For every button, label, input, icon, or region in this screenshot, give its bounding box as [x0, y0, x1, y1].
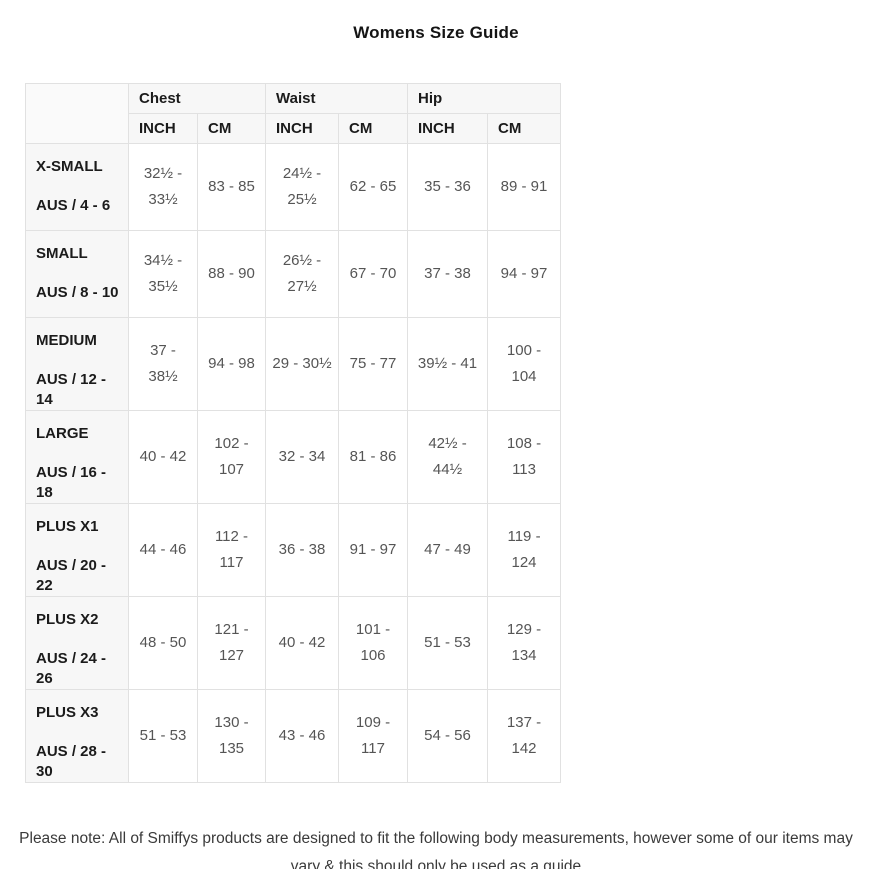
waist-inch-value: 36 - 38 — [265, 503, 339, 597]
size-label-cell: PLUS X3 AUS / 28 - 30 — [25, 689, 129, 783]
table-row: PLUS X1 AUS / 20 - 22 44 - 46 112 - 117 … — [25, 503, 562, 597]
chest-inch-value: 48 - 50 — [128, 596, 198, 690]
table-row: MEDIUM AUS / 12 - 14 37 - 38½ 94 - 98 29… — [25, 317, 562, 411]
waist-cm-value: 62 - 65 — [337, 143, 409, 231]
size-label-cell: LARGE AUS / 16 - 18 — [25, 410, 129, 504]
hip-inch-value: 39½ - 41 — [407, 317, 489, 411]
hip-inch-value: 54 - 56 — [407, 689, 489, 783]
chest-cm-value: 130 - 135 — [197, 689, 266, 783]
waist-inch-value: 26½ - 27½ — [265, 230, 339, 318]
size-label-cell: PLUS X2 AUS / 24 - 26 — [25, 596, 129, 690]
size-name: PLUS X2 — [36, 611, 99, 628]
column-group-hip: Hip — [407, 83, 562, 114]
chest-inch-value: 40 - 42 — [128, 410, 198, 504]
aus-size: AUS / 24 - 26 — [36, 650, 107, 687]
size-name: SMALL — [36, 245, 88, 262]
waist-cm-header: CM — [337, 113, 409, 144]
hip-cm-value: 119 - 124 — [487, 503, 562, 597]
hip-inch-value: 37 - 38 — [407, 230, 489, 318]
waist-inch-value: 24½ - 25½ — [265, 143, 339, 231]
hip-inch-value: 42½ - 44½ — [407, 410, 489, 504]
page-title: Womens Size Guide — [353, 23, 519, 42]
hip-cm-value: 100 - 104 — [487, 317, 562, 411]
aus-size: AUS / 16 - 18 — [36, 464, 107, 501]
table-row: PLUS X2 AUS / 24 - 26 48 - 50 121 - 127 … — [25, 596, 562, 690]
waist-inch-value: 29 - 30½ — [265, 317, 339, 411]
hip-cm-value: 89 - 91 — [487, 143, 562, 231]
size-label-cell: MEDIUM AUS / 12 - 14 — [25, 317, 129, 411]
table-row: X-SMALL AUS / 4 - 6 32½ - 33½ 83 - 85 24… — [25, 143, 562, 231]
table-row: SMALL AUS / 8 - 10 34½ - 35½ 88 - 90 26½… — [25, 230, 562, 318]
hip-inch-value: 51 - 53 — [407, 596, 489, 690]
aus-size: AUS / 8 - 10 — [36, 284, 119, 301]
waist-cm-value: 81 - 86 — [337, 410, 409, 504]
size-name: PLUS X3 — [36, 704, 99, 721]
hip-cm-header: CM — [487, 113, 562, 144]
size-guide-table: Chest Waist Hip INCH CM INCH CM INCH CM … — [25, 83, 562, 783]
chest-inch-header: INCH — [128, 113, 198, 144]
waist-cm-value: 101 - 106 — [337, 596, 409, 690]
hip-cm-value: 129 - 134 — [487, 596, 562, 690]
aus-size: AUS / 12 - 14 — [36, 371, 107, 408]
chest-inch-value: 37 - 38½ — [128, 317, 198, 411]
waist-inch-value: 40 - 42 — [265, 596, 339, 690]
chest-inch-value: 32½ - 33½ — [128, 143, 198, 231]
waist-inch-header: INCH — [265, 113, 339, 144]
hip-inch-value: 47 - 49 — [407, 503, 489, 597]
size-name: X-SMALL — [36, 158, 103, 175]
chest-cm-value: 88 - 90 — [197, 230, 266, 318]
waist-inch-value: 32 - 34 — [265, 410, 339, 504]
size-name: MEDIUM — [36, 332, 97, 349]
chest-cm-value: 94 - 98 — [197, 317, 266, 411]
size-name: PLUS X1 — [36, 518, 99, 535]
aus-size: AUS / 20 - 22 — [36, 557, 107, 594]
table-row: PLUS X3 AUS / 28 - 30 51 - 53 130 - 135 … — [25, 689, 562, 783]
column-group-chest: Chest — [128, 83, 266, 114]
chest-cm-value: 112 - 117 — [197, 503, 266, 597]
waist-inch-value: 43 - 46 — [265, 689, 339, 783]
hip-cm-value: 108 - 113 — [487, 410, 562, 504]
aus-size: AUS / 4 - 6 — [36, 197, 111, 214]
waist-cm-value: 75 - 77 — [337, 317, 409, 411]
aus-size: AUS / 28 - 30 — [36, 743, 107, 780]
size-guide-note: Please note: All of Smiffys products are… — [19, 830, 853, 869]
corner-cell — [25, 83, 129, 144]
column-group-waist: Waist — [264, 83, 409, 114]
hip-cm-value: 94 - 97 — [487, 230, 562, 318]
size-name: LARGE — [36, 425, 89, 442]
chest-cm-value: 83 - 85 — [197, 143, 266, 231]
waist-cm-value: 109 - 117 — [337, 689, 409, 783]
hip-inch-value: 35 - 36 — [407, 143, 489, 231]
hip-cm-value: 137 - 142 — [487, 689, 562, 783]
size-label-cell: PLUS X1 AUS / 20 - 22 — [25, 503, 129, 597]
chest-inch-value: 51 - 53 — [128, 689, 198, 783]
chest-inch-value: 34½ - 35½ — [128, 230, 198, 318]
chest-inch-value: 44 - 46 — [128, 503, 198, 597]
chest-cm-value: 102 - 107 — [197, 410, 266, 504]
size-label-cell: SMALL AUS / 8 - 10 — [25, 230, 129, 318]
header-group-row: Chest Waist Hip — [25, 83, 562, 144]
waist-cm-value: 67 - 70 — [337, 230, 409, 318]
waist-cm-value: 91 - 97 — [337, 503, 409, 597]
table-row: LARGE AUS / 16 - 18 40 - 42 102 - 107 32… — [25, 410, 562, 504]
chest-cm-value: 121 - 127 — [197, 596, 266, 690]
size-label-cell: X-SMALL AUS / 4 - 6 — [25, 143, 129, 231]
hip-inch-header: INCH — [407, 113, 489, 144]
header-unit-row: INCH CM INCH CM INCH CM — [26, 113, 562, 144]
chest-cm-header: CM — [197, 113, 266, 144]
